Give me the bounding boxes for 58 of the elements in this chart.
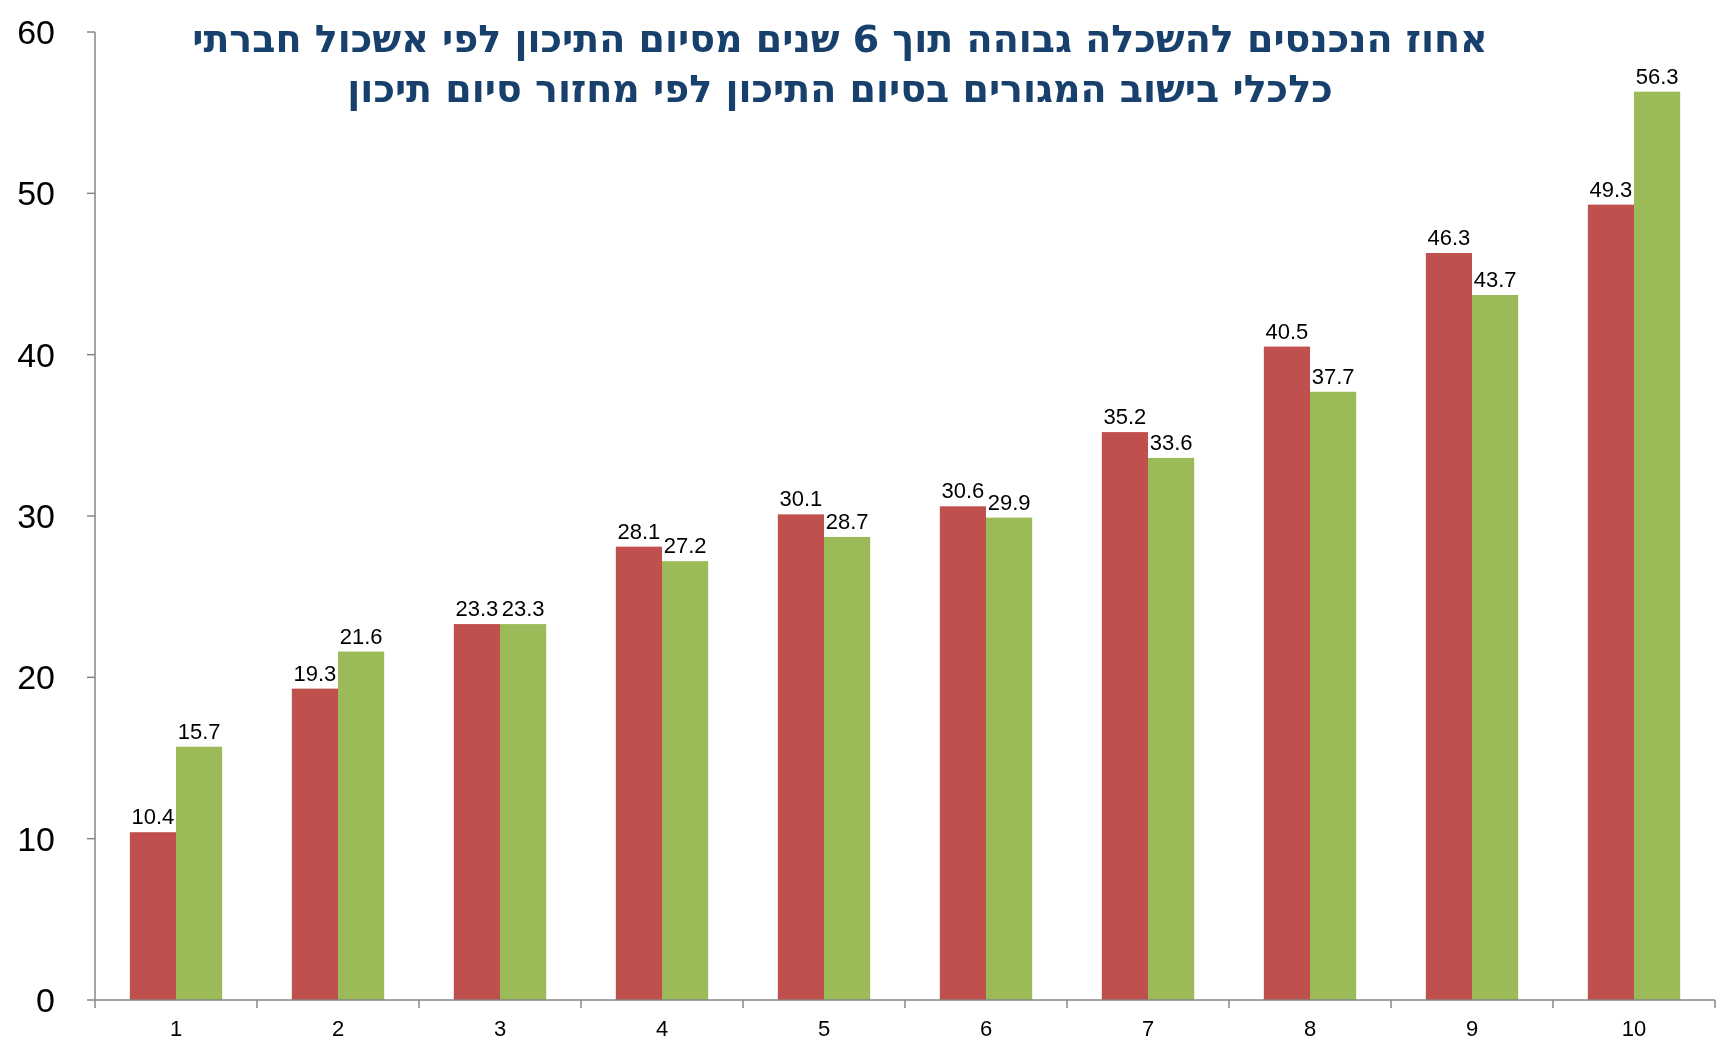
data-label: 28.1	[617, 518, 661, 544]
data-label: 29.9	[987, 489, 1031, 515]
data-label: 30.1	[779, 486, 823, 512]
data-label: 43.7	[1473, 266, 1517, 292]
data-label: 40.5	[1265, 318, 1309, 344]
bar	[1587, 204, 1634, 1000]
x-tick-label: 3	[493, 1016, 507, 1041]
x-tick-label: 8	[1303, 1016, 1317, 1041]
bar	[453, 624, 500, 1000]
y-tick-label: 50	[17, 174, 55, 213]
bar	[338, 651, 385, 1000]
x-tick-label: 10	[1621, 1016, 1647, 1041]
bar	[777, 514, 824, 1000]
x-tick-label: 7	[1141, 1016, 1155, 1041]
x-tick-label: 5	[817, 1016, 831, 1041]
data-label: 15.7	[177, 718, 221, 744]
data-label: 46.3	[1427, 225, 1471, 251]
y-tick-label: 0	[36, 981, 55, 1019]
bar	[1101, 432, 1148, 1000]
data-label: 56.3	[1635, 63, 1679, 89]
bar	[291, 688, 338, 1000]
y-tick-label: 60	[17, 13, 55, 51]
data-label: 49.3	[1589, 176, 1633, 202]
x-tick-label: 2	[331, 1016, 345, 1041]
bar	[500, 624, 547, 1000]
chart-title: אחוז הנכנסים להשכלה גבוהה תוך 6 שנים מסיום התיכון לפי אשכול חברתי כלכלי בישוב המגורים בסיום התיכון לפי מחזור סיום תיכון	[191, 16, 1489, 113]
bar	[1425, 253, 1472, 1000]
bar	[1310, 391, 1357, 1000]
data-label: 30.6	[941, 478, 985, 504]
bar	[1148, 457, 1195, 1000]
bar	[1634, 91, 1681, 1000]
bar	[986, 517, 1033, 1000]
bar	[615, 546, 662, 1000]
data-label: 19.3	[293, 660, 337, 686]
data-label: 27.2	[663, 533, 707, 559]
y-tick-label: 20	[17, 658, 55, 697]
bar	[129, 832, 176, 1000]
x-tick-label: 1	[169, 1016, 183, 1041]
y-tick-label: 10	[17, 819, 55, 858]
data-label: 33.6	[1149, 429, 1193, 455]
data-label: 23.3	[455, 596, 499, 622]
data-label: 23.3	[501, 596, 545, 622]
bar	[1472, 294, 1519, 1000]
y-tick-label: 30	[17, 497, 55, 535]
data-label: 28.7	[825, 508, 869, 534]
x-tick-label: 9	[1465, 1016, 1479, 1041]
x-tick-label: 6	[979, 1016, 993, 1041]
bar	[939, 506, 986, 1000]
data-label: 10.4	[131, 804, 175, 830]
bar	[176, 746, 223, 1000]
data-label: 37.7	[1311, 363, 1355, 389]
data-label: 21.6	[339, 623, 383, 649]
y-tick-label: 40	[17, 335, 55, 374]
bar	[824, 536, 871, 1000]
bar	[1263, 346, 1310, 1000]
x-tick-label: 4	[655, 1016, 669, 1041]
data-label: 35.2	[1103, 404, 1147, 430]
bar	[662, 561, 709, 1000]
